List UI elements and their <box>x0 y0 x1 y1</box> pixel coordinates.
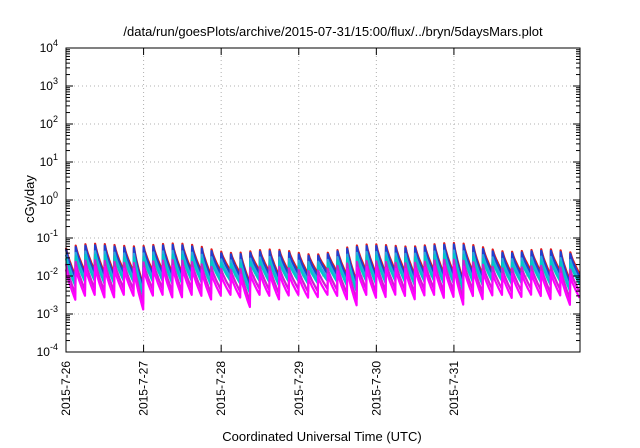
x-tick-label: 2015-7-28 <box>214 361 228 416</box>
x-tick-label: 2015-7-30 <box>369 361 383 416</box>
y-tick-label: 10-1 <box>37 228 58 245</box>
y-tick-label: 10-2 <box>37 266 58 283</box>
y-tick-label: 10-3 <box>37 304 58 321</box>
x-tick-label: 2015-7-26 <box>59 361 73 416</box>
y-tick-label: 103 <box>40 76 58 93</box>
series-line <box>64 264 581 311</box>
x-tick-label: 2015-7-27 <box>137 361 151 416</box>
axis-layer: 10-4 10-3 10-2 10-1 100 101 102 103 104 2015-7-26… <box>37 38 581 416</box>
y-tick-label: 104 <box>40 38 58 55</box>
y-tick-label: 10-4 <box>37 342 58 359</box>
x-tick-label: 2015-7-31 <box>447 361 461 416</box>
y-tick-label: 102 <box>40 114 58 131</box>
series-layer <box>64 241 581 311</box>
x-tick-label: 2015-7-29 <box>292 361 306 416</box>
y-axis-title: cGy/day <box>22 175 37 223</box>
chart-title: /data/run/goesPlots/archive/2015-07-31/1… <box>123 24 543 39</box>
x-axis-title: Coordinated Universal Time (UTC) <box>222 429 421 444</box>
y-tick-label: 101 <box>40 152 58 169</box>
plot-frame <box>65 47 581 353</box>
y-tick-label: 100 <box>40 190 58 207</box>
